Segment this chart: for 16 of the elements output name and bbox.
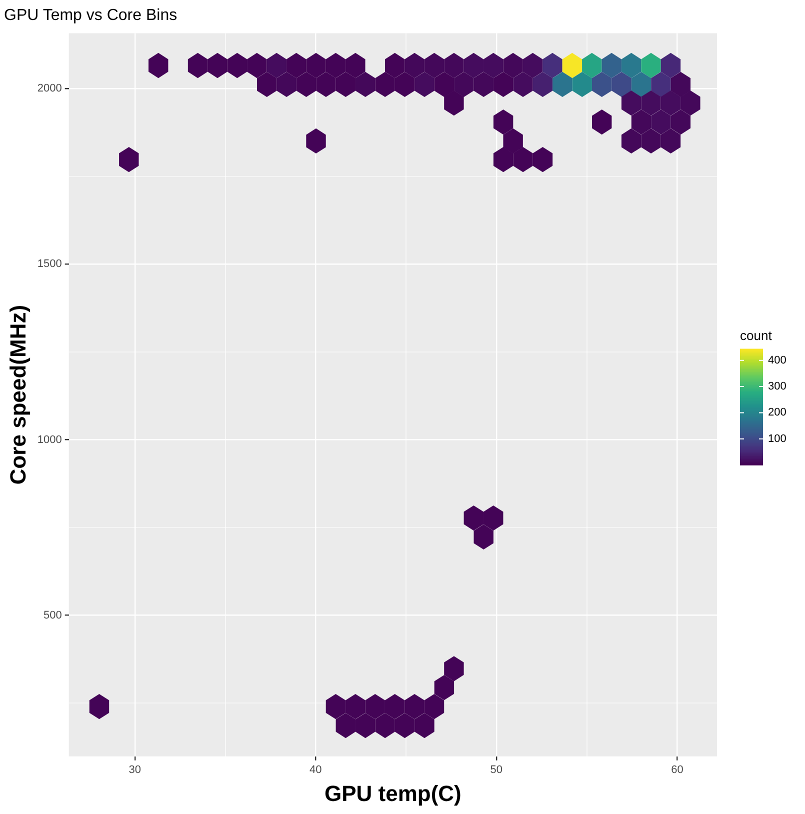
y-axis-title: Core speed(MHz) [5, 304, 30, 485]
color-bar-label: 400 [768, 354, 786, 366]
y-tick-label: 1500 [37, 258, 62, 270]
chart-title: GPU Temp vs Core Bins [4, 7, 178, 24]
x-axis-title: GPU temp(C) [324, 780, 462, 806]
color-bar-label: 100 [768, 432, 786, 445]
color-bar-label: 200 [768, 406, 786, 419]
x-tick-label: 30 [128, 764, 141, 776]
y-tick-label: 500 [44, 609, 62, 622]
color-bar-title: count [740, 328, 772, 343]
color-bar-label: 300 [768, 380, 786, 393]
y-tick-label: 1000 [37, 434, 62, 446]
x-tick-label: 60 [671, 764, 684, 776]
x-tick-label: 40 [310, 764, 322, 776]
y-tick-label: 2000 [37, 82, 62, 95]
x-tick-label: 50 [490, 764, 503, 776]
